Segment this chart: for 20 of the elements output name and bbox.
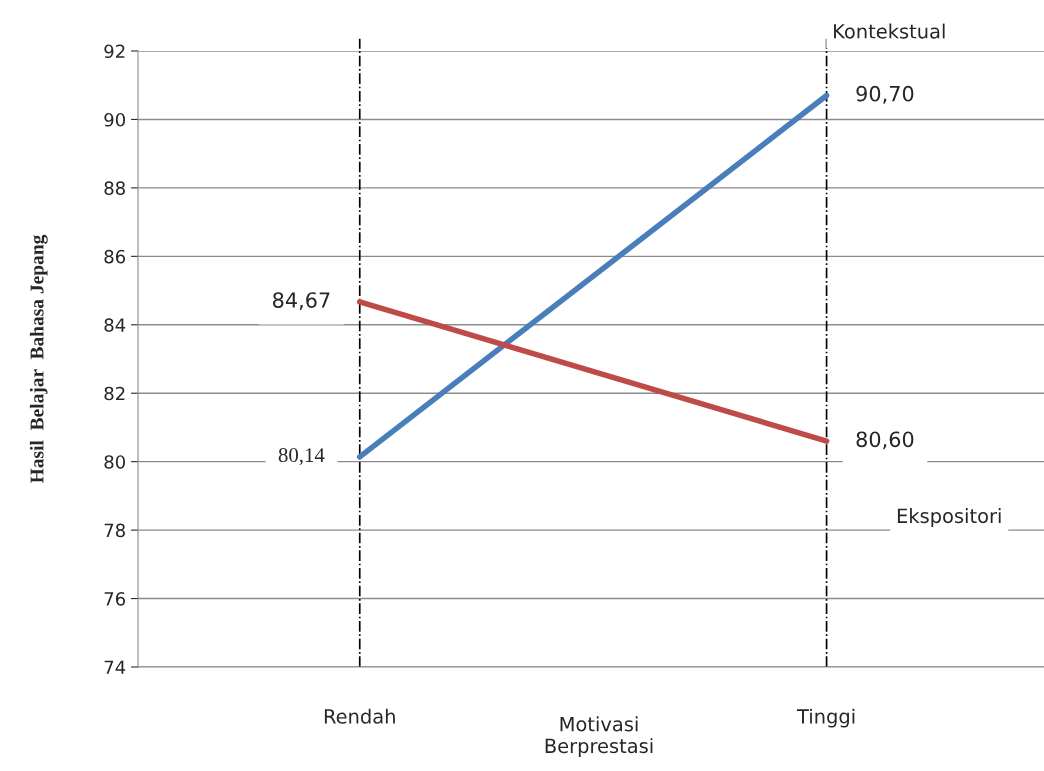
y-tick-label: 92 bbox=[104, 44, 125, 59]
y-tick-label: 74 bbox=[104, 660, 126, 674]
data-label: 84,67 bbox=[273, 292, 330, 311]
y-tick-label: 76 bbox=[104, 592, 126, 606]
data-label: 90,70 bbox=[856, 85, 914, 104]
y-tick-label: 88 bbox=[104, 181, 125, 196]
y-tick-label: 86 bbox=[104, 249, 126, 264]
data-label: 80,60 bbox=[856, 431, 914, 450]
y-tick-label: 90 bbox=[104, 112, 125, 127]
y-tick-label: 84 bbox=[104, 318, 126, 332]
y-axis-title: Hasil Belajar Bahasa Jepang bbox=[29, 234, 48, 484]
data-label: 80,14 bbox=[278, 448, 325, 466]
y-tick-label: 82 bbox=[104, 386, 125, 401]
x-axis-title: Motivasi Berprestasi bbox=[545, 716, 653, 757]
y-tick-label: 78 bbox=[104, 523, 125, 538]
x-tick-label: Rendah bbox=[324, 708, 395, 724]
y-tick-label: 80 bbox=[104, 455, 125, 469]
text: Ekspositori bbox=[897, 508, 1001, 527]
text: Kontekstual bbox=[834, 23, 945, 39]
x-tick-label: Tinggi bbox=[796, 708, 855, 728]
